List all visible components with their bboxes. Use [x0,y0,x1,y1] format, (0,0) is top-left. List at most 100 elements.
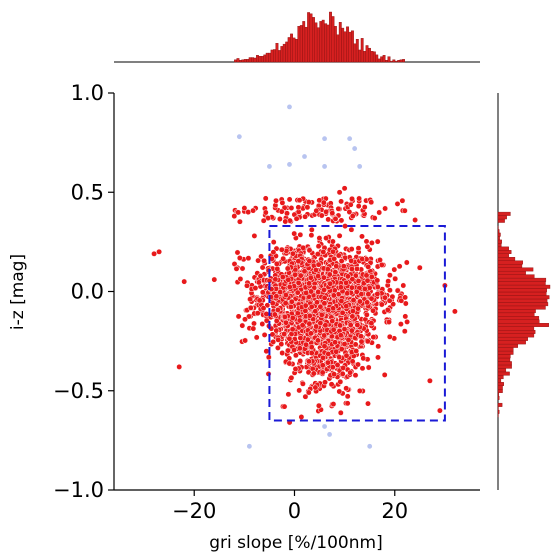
data-point [436,407,443,414]
data-point [299,322,306,329]
y-tick-label: −1.0 [53,478,104,502]
top-hist-bar [307,12,311,63]
data-point [255,257,262,264]
data-point [399,197,406,204]
top-hist-bar [246,59,250,63]
data-point [349,195,355,202]
data-point [382,205,389,212]
top-hist-bar [256,55,259,63]
data-point [426,377,433,384]
data-point [321,343,328,350]
data-point [336,232,343,239]
data-point [270,249,277,256]
data-point [340,263,347,270]
data-point [308,344,315,351]
data-point [337,332,344,339]
top-hist-bar [355,39,359,63]
data-point [289,326,296,333]
data-point [343,352,350,359]
data-point [364,338,371,345]
data-point [339,370,346,377]
data-point [317,320,324,327]
data-point [358,338,365,345]
top-hist-bar [273,49,276,63]
top-hist-bar [363,51,367,63]
data-point [402,294,409,301]
data-point [386,272,393,279]
data-point [312,308,319,315]
data-point [337,322,344,329]
data-point [250,207,257,214]
data-point [349,313,356,320]
data-point [321,294,328,301]
data-point [286,335,293,342]
top-hist-bar [358,49,362,63]
data-point [289,314,296,321]
top-hist-bar [287,37,291,63]
data-point [313,323,320,330]
faint-point [352,146,358,151]
data-point [271,311,278,318]
data-point [308,350,315,356]
data-point [397,321,404,328]
right-hist-bar [497,402,503,407]
data-point [403,259,410,266]
data-point [412,217,419,223]
data-point [297,358,304,364]
right-hist-bar [497,288,547,293]
data-point [304,204,311,211]
data-point [361,285,368,292]
data-point [296,197,303,204]
data-point [348,266,355,272]
right-hist-bar [497,267,534,272]
data-point [305,199,312,206]
top-hist-bar [251,57,255,63]
data-point [402,300,409,307]
faint-point [236,134,242,140]
faint-point [357,164,363,169]
data-point [348,327,355,334]
top-hist-bar [389,60,393,63]
data-point [292,271,299,278]
top-hist-bar [382,55,386,63]
data-point [286,360,293,367]
data-point [349,213,356,220]
data-point [281,403,288,410]
data-point [386,297,393,304]
top-hist-bar [343,31,347,63]
data-point [235,313,242,320]
right-hist-bar [497,291,547,296]
data-point [384,306,391,313]
data-point [306,258,313,264]
y-tick-label: 0.5 [71,180,104,204]
data-point [270,239,277,246]
data-point [401,207,408,214]
top-hist-bar [329,11,332,63]
data-point [273,293,280,300]
data-point [378,261,385,268]
data-point [272,276,279,283]
data-point [273,317,280,324]
top-hist-bar [399,59,403,63]
data-point [297,335,304,341]
data-point [353,288,360,295]
data-point [363,238,370,245]
data-point [284,210,290,217]
top-hist-bar [346,26,349,63]
data-point [251,232,258,239]
top-hist-bar [394,60,398,63]
data-point [242,337,249,344]
data-point [329,238,336,245]
data-point [308,288,315,295]
top-hist-bar [351,30,354,63]
data-point [350,297,357,304]
top-hist-bar [263,54,267,63]
right-hist-bar [497,264,523,268]
data-point [281,313,288,320]
data-point [330,326,337,333]
data-point [321,286,328,293]
data-point [325,307,332,313]
data-point [252,285,259,292]
data-point [381,371,388,378]
top-hist-bar [385,60,388,63]
